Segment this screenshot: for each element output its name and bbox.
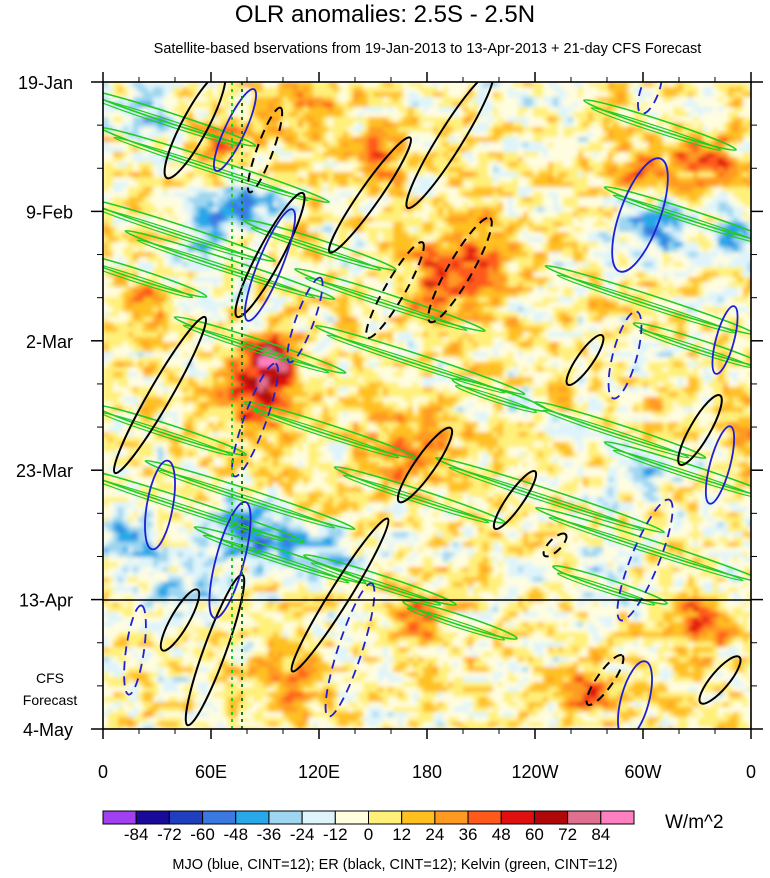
colorbar-swatch	[268, 810, 303, 825]
colorbar-swatch	[168, 810, 204, 825]
colorbar-swatch	[334, 810, 369, 825]
x-tick-label: 0	[746, 762, 756, 782]
colorbar-tick-label: -36	[257, 825, 282, 844]
colorbar-tick-label: -60	[190, 825, 215, 844]
wave-contours	[103, 82, 751, 729]
x-tick-label: 180	[412, 762, 442, 782]
forecast-label-line2: Forecast	[23, 692, 78, 708]
colorbar-tick-label: -48	[223, 825, 248, 844]
y-tick-label: 19-Jan	[18, 73, 73, 93]
colorbar-tick-label: -24	[290, 825, 315, 844]
olr-anomaly-field	[103, 82, 751, 729]
x-tick-label: 60W	[624, 762, 661, 782]
forecast-label-line1: CFS	[36, 670, 64, 686]
colorbar-swatch	[202, 810, 237, 825]
colorbar-swatch	[102, 810, 137, 825]
contour-caption: MJO (blue, CINT=12); ER (black, CINT=12)…	[172, 857, 618, 873]
colorbar-tick-label: -12	[323, 825, 348, 844]
y-tick-label: 23-Mar	[16, 461, 73, 481]
colorbar-tick-label: 36	[459, 825, 478, 844]
colorbar-units: W/m^2	[665, 812, 724, 833]
colorbar-swatch	[500, 810, 535, 825]
x-tick-label: 120W	[511, 762, 558, 782]
colorbar-tick-label: -84	[124, 825, 149, 844]
colorbar-tick-label: 72	[558, 825, 577, 844]
colorbar-swatch	[467, 810, 502, 825]
x-tick-label: 60E	[195, 762, 227, 782]
colorbar-tick-label: 84	[591, 825, 610, 844]
chart-title: OLR anomalies: 2.5S - 2.5N	[234, 1, 536, 28]
colorbar-swatch	[301, 810, 336, 825]
colorbar-swatch	[135, 810, 170, 825]
colorbar-swatch	[567, 810, 602, 825]
colorbar-tick-label: -72	[157, 825, 182, 844]
colorbar: -84 -72 -60 -48 -36 -24 -12 0 12 24 36 48 60 72 84	[102, 810, 635, 844]
colorbar-tick-label: 48	[492, 825, 511, 844]
x-tick-label: 120E	[298, 762, 340, 782]
colorbar-swatch	[600, 810, 635, 825]
y-tick-label: 4-May	[23, 720, 73, 740]
colorbar-swatch	[401, 810, 436, 825]
x-tick-label: 0	[98, 762, 108, 782]
colorbar-tick-label: 12	[392, 825, 411, 844]
y-tick-label: 2-Mar	[26, 332, 73, 352]
colorbar-swatch	[434, 810, 469, 825]
axes: 0 60E 120E 180 120W 60W 0 19-Jan 9-Feb 2-Mar 23-Ma…	[16, 72, 763, 782]
colorbar-swatch	[235, 810, 270, 825]
colorbar-swatch	[368, 810, 403, 825]
chart-subtitle: Satellite-based bservations from 19-Jan-…	[153, 41, 702, 57]
colorbar-tick-label: 0	[364, 825, 373, 844]
colorbar-tick-label: 24	[425, 825, 444, 844]
y-tick-label: 13-Apr	[19, 591, 73, 611]
colorbar-tick-label: 60	[525, 825, 544, 844]
y-tick-label: 9-Feb	[26, 202, 73, 222]
colorbar-swatch	[533, 810, 569, 825]
